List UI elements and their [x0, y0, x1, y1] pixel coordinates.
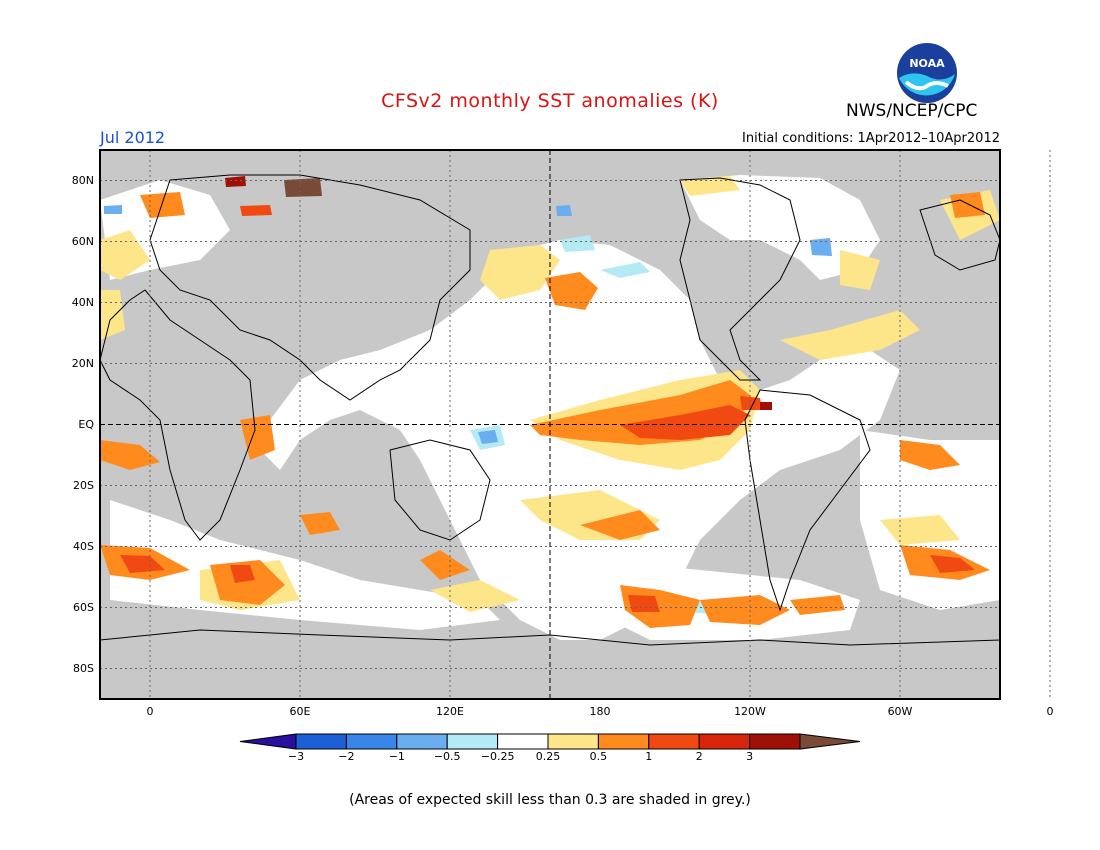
lat-tick-label: 60S: [73, 600, 94, 614]
colorbar-tick-label: 1: [645, 750, 653, 763]
colorbar-tick-label: −0.5: [433, 750, 461, 763]
initial-conditions: Initial conditions: 1Apr2012–10Apr2012: [742, 131, 1000, 146]
colorbar-swatch: [749, 733, 801, 750]
lon-tick-label: 60W: [887, 705, 913, 718]
lon-tick-label: 180: [589, 705, 611, 718]
lon-tick-label: 120E: [436, 705, 464, 718]
skill-footnote: (Areas of expected skill less than 0.3 a…: [349, 792, 751, 808]
colorbar-max-arrow: [799, 733, 861, 750]
colorbar-min-arrow: [239, 733, 297, 750]
colorbar-tick-label: −0.25: [480, 750, 515, 763]
very-strong-warm-anomalies: [225, 176, 772, 410]
noaa-logo-text: NOAA: [909, 57, 945, 70]
colorbar-swatch: [547, 733, 599, 750]
colorbar-swatch: [698, 733, 751, 750]
colorbar-tick-label: 0.5: [589, 750, 608, 763]
colorbar-tick-label: −3: [287, 750, 305, 763]
lat-tick-label: 40N: [71, 295, 94, 309]
lon-tick-label: 60E: [289, 705, 311, 718]
colorbar-swatch: [597, 733, 650, 750]
colorbar-tick-label: −2: [338, 750, 355, 763]
extreme-warm-anomaly: [284, 178, 322, 197]
colorbar-swatch: [345, 733, 398, 750]
lat-tick-label: 80N: [71, 173, 94, 187]
forecast-month: Jul 2012: [100, 128, 166, 147]
lat-tick-label: 20N: [71, 356, 94, 370]
colorbar-swatch: [648, 733, 700, 750]
lat-tick-label: 80S: [73, 661, 94, 675]
lat-tick-label: 20S: [73, 478, 94, 492]
strong-warm-anomalies: [120, 205, 975, 612]
map-title: CFSv2 monthly SST anomalies (K): [381, 90, 719, 112]
colorbar-tick-label: −1: [388, 750, 405, 763]
lat-tick-label: EQ: [78, 417, 94, 431]
colorbar-swatch: [396, 733, 448, 750]
lat-tick-label: 60N: [71, 234, 94, 248]
lon-tick-label: 0: [146, 705, 154, 718]
agency-label: NWS/NCEP/CPC: [846, 101, 978, 121]
noaa-logo-icon: NOAA: [897, 43, 957, 103]
colorbar-tick-label: 2: [695, 750, 703, 763]
moderate-cool-anomalies: [104, 205, 832, 444]
colorbar-tick-label: 0.25: [535, 750, 561, 763]
map-frame: [99, 149, 1001, 700]
colorbar-swatch: [497, 733, 549, 750]
lon-tick-label: 0: [1046, 705, 1054, 718]
colorbar-swatch: [446, 733, 499, 750]
lat-tick-label: 40S: [73, 539, 94, 553]
colorbar-tick-label: 3: [746, 750, 754, 763]
colorbar-swatch: [295, 733, 347, 750]
lon-tick-label: 120W: [734, 705, 766, 718]
